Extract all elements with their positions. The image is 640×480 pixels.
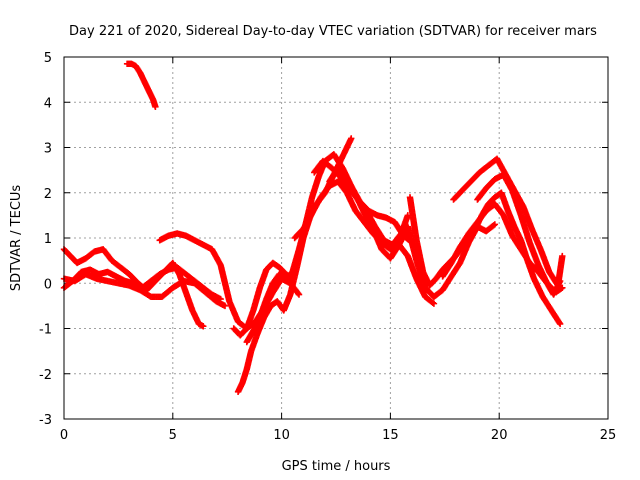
data-point — [430, 300, 438, 307]
series-arc-d — [156, 230, 303, 332]
series-arc-early — [123, 60, 159, 110]
y-tick-label: -1 — [39, 323, 52, 338]
x-axis-label: GPS time / hours — [282, 459, 391, 474]
x-tick-label: 25 — [600, 428, 617, 443]
y-tick-label: 0 — [44, 277, 52, 292]
series-arc-m — [450, 155, 566, 289]
y-tick-label: -2 — [39, 368, 52, 383]
data-point — [559, 252, 566, 260]
x-tick-label: 10 — [273, 428, 290, 443]
data-point — [295, 291, 303, 298]
y-axis-label: SDTVAR / TECUs — [9, 185, 24, 292]
y-tick-label: 2 — [44, 187, 52, 202]
series-arc-c — [60, 271, 229, 310]
series-arc-k — [406, 189, 564, 328]
y-tick-label: -3 — [39, 413, 52, 428]
x-tick-label: 0 — [60, 428, 68, 443]
data-point — [200, 323, 207, 330]
data-points — [60, 60, 566, 396]
series-arc-n — [474, 171, 564, 298]
x-tick-label: 20 — [491, 428, 508, 443]
data-point — [556, 277, 564, 285]
data-point — [429, 299, 437, 306]
data-point — [490, 222, 497, 229]
data-point — [348, 135, 355, 142]
data-point — [556, 320, 564, 328]
y-tick-label: 5 — [44, 51, 52, 66]
x-tick-label: 15 — [382, 428, 399, 443]
tick-labels: 0 5 10 15 20 25 -3 -2 -1 0 1 2 3 4 5 — [39, 51, 616, 443]
series-arc-h — [291, 178, 438, 307]
y-tick-label: 1 — [44, 232, 52, 247]
data-point — [491, 221, 499, 228]
series-arc-a — [60, 246, 207, 330]
data-point — [152, 103, 159, 110]
plot-frame — [63, 56, 609, 420]
data-point — [221, 302, 229, 310]
chart-title: Day 221 of 2020, Sidereal Day-to-day VTE… — [69, 24, 597, 39]
y-tick-label: 4 — [44, 96, 52, 111]
y-tick-label: 3 — [44, 142, 52, 157]
x-tick-label: 5 — [169, 428, 177, 443]
